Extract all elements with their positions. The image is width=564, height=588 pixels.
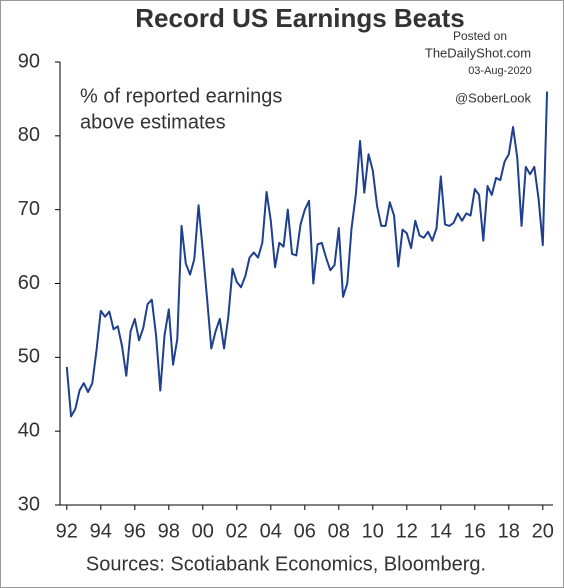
x-tick-label: 00	[192, 520, 214, 542]
watermark: TheDailyShot.com	[425, 45, 531, 60]
source-note: Sources: Scotiabank Economics, Bloomberg…	[86, 553, 486, 575]
y-tick-label: 50	[18, 346, 40, 368]
x-tick-label: 10	[362, 520, 384, 542]
chart-title: Record US Earnings Beats	[135, 3, 464, 33]
y-tick-label: 80	[18, 124, 40, 146]
x-tick-label: 06	[294, 520, 316, 542]
x-tick-label: 94	[90, 520, 112, 542]
y-tick-label: 30	[18, 493, 40, 515]
x-tick-label: 18	[498, 520, 520, 542]
y-tick-label: 70	[18, 198, 40, 220]
x-tick-label: 96	[124, 520, 146, 542]
data-line	[65, 91, 549, 418]
x-tick-label: 16	[464, 520, 486, 542]
watermark: @SoberLook	[455, 90, 532, 105]
watermark: Posted on	[453, 29, 507, 43]
annotation: above estimates	[80, 111, 226, 133]
x-tick-label: 98	[158, 520, 180, 542]
y-tick-label: 90	[18, 50, 40, 72]
y-tick-label: 60	[18, 272, 40, 294]
x-tick-label: 02	[226, 520, 248, 542]
x-tick-label: 08	[328, 520, 350, 542]
x-tick-label: 14	[430, 520, 452, 542]
y-tick-label: 40	[18, 419, 40, 441]
x-tick-label: 92	[56, 520, 78, 542]
x-tick-label: 12	[396, 520, 418, 542]
watermark: 03-Aug-2020	[468, 65, 532, 77]
annotation: % of reported earnings	[80, 85, 282, 107]
x-tick-label: 20	[532, 520, 554, 542]
x-tick-label: 04	[260, 520, 282, 542]
